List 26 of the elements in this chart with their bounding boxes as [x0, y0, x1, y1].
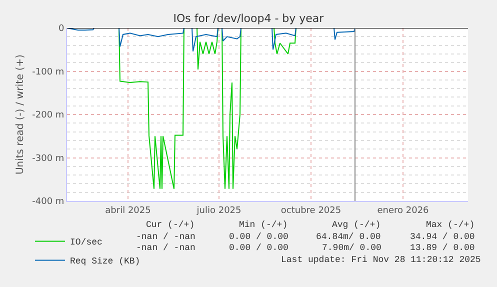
y-axis-title: Units read (-) / write (+) [15, 54, 26, 175]
text: -nan / -nan [136, 232, 196, 242]
y-tick-label: -300 m [32, 154, 64, 164]
y-tick-label: -400 m [32, 197, 64, 208]
chart-title: IOs for /dev/loop4 - by year [173, 12, 324, 25]
text: Cur (-/+) [146, 220, 195, 230]
x-tick-label: julio 2025 [196, 206, 242, 216]
text: 7.90m/ 0.00 [322, 243, 382, 253]
x-tick-label: octubre 2025 [280, 206, 342, 216]
x-tick-label: enero 2026 [377, 206, 430, 216]
text: 64.84m/ 0.00 [316, 232, 381, 242]
y-tick-label: -100 m [32, 67, 64, 78]
text: 34.94 / 0.00 [410, 232, 475, 242]
text: Max (-/+) [426, 220, 475, 230]
text: 0.00 / 0.00 [229, 243, 288, 253]
y-tick-label: -200 m [32, 110, 64, 121]
text: Avg (-/+) [332, 220, 381, 230]
text: 0.00 / 0.00 [229, 232, 288, 242]
text: Min (-/+) [239, 220, 288, 230]
text: -nan / -nan [136, 243, 196, 253]
text: Last update: Fri Nov 28 11:20:12 2025 [281, 255, 481, 265]
legend-label: IO/sec [70, 238, 102, 248]
x-tick-label: abril 2025 [105, 206, 151, 216]
y-tick-label: 0 [58, 24, 64, 34]
text: 13.89 / 0.00 [410, 243, 475, 253]
legend-label: Req Size (KB) [70, 256, 140, 267]
